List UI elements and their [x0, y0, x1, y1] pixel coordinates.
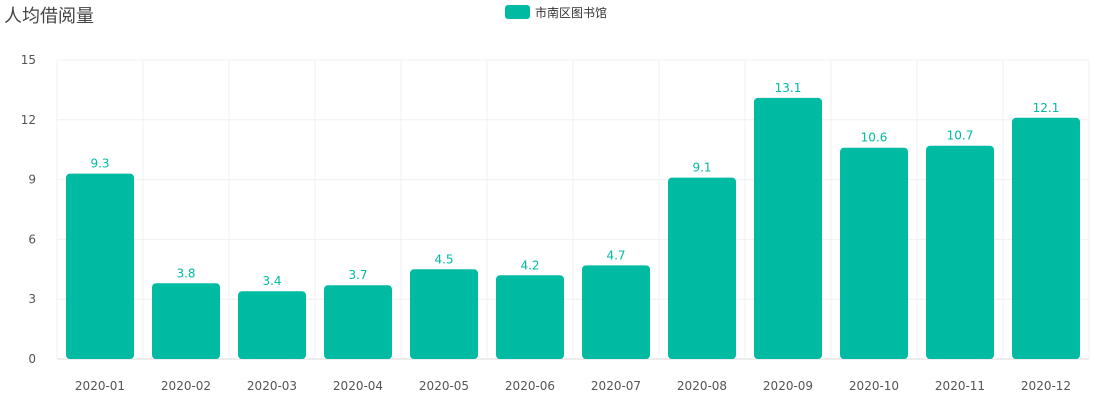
bar: [238, 291, 306, 359]
bar: [754, 97, 822, 359]
data-label: 10.6: [861, 131, 888, 145]
y-tick-label: 6: [28, 232, 36, 246]
bar: [840, 147, 908, 359]
x-tick-label: 2020-11: [935, 379, 985, 393]
data-label: 13.1: [775, 81, 802, 95]
data-label: 3.7: [348, 268, 367, 282]
chart-title: 人均借阅量: [4, 6, 94, 27]
bar: [152, 283, 220, 359]
y-tick-label: 15: [21, 53, 36, 67]
data-label: 9.1: [692, 161, 711, 175]
data-label: 4.2: [520, 258, 539, 272]
y-tick-label: 9: [28, 173, 36, 187]
data-label: 4.7: [606, 248, 625, 262]
y-tick-label: 12: [21, 113, 36, 127]
data-label: 3.8: [176, 266, 195, 280]
data-label: 10.7: [947, 129, 974, 143]
x-tick-label: 2020-02: [161, 379, 211, 393]
x-tick-label: 2020-04: [333, 379, 383, 393]
y-tick-label: 0: [28, 352, 36, 366]
bar: [410, 269, 478, 359]
bar: [324, 285, 392, 359]
x-tick-label: 2020-08: [677, 379, 727, 393]
legend-swatch: [505, 5, 530, 19]
bar: [66, 173, 134, 359]
data-label: 12.1: [1033, 101, 1060, 115]
grid: [56, 59, 1090, 360]
data-label: 4.5: [434, 252, 453, 266]
bars: [66, 97, 1080, 359]
x-tick-label: 2020-06: [505, 379, 555, 393]
data-label: 9.3: [90, 157, 109, 171]
axes: 0 3 6 9 12 15 2020-01 2020-02 2020-03 2020-04 2020…: [21, 53, 1071, 393]
bar: [926, 145, 994, 359]
y-tick-label: 3: [28, 292, 36, 306]
x-tick-label: 2020-07: [591, 379, 641, 393]
x-tick-label: 2020-03: [247, 379, 297, 393]
data-labels: 9.3 3.8 3.4 3.7 4.5 4.2 4.7 9.1 13.1 10.6 10.7 12.1: [90, 81, 1059, 288]
bar: [668, 177, 736, 359]
bar: [582, 265, 650, 359]
legend-label: 市南区图书馆: [535, 5, 608, 20]
x-tick-label: 2020-05: [419, 379, 469, 393]
bar: [496, 275, 564, 359]
bar: [1012, 117, 1080, 359]
x-tick-label: 2020-01: [75, 379, 125, 393]
x-tick-label: 2020-10: [849, 379, 899, 393]
x-tick-label: 2020-09: [763, 379, 813, 393]
legend[interactable]: 市南区图书馆: [505, 4, 607, 20]
x-tick-label: 2020-12: [1021, 379, 1071, 393]
data-label: 3.4: [262, 274, 281, 288]
